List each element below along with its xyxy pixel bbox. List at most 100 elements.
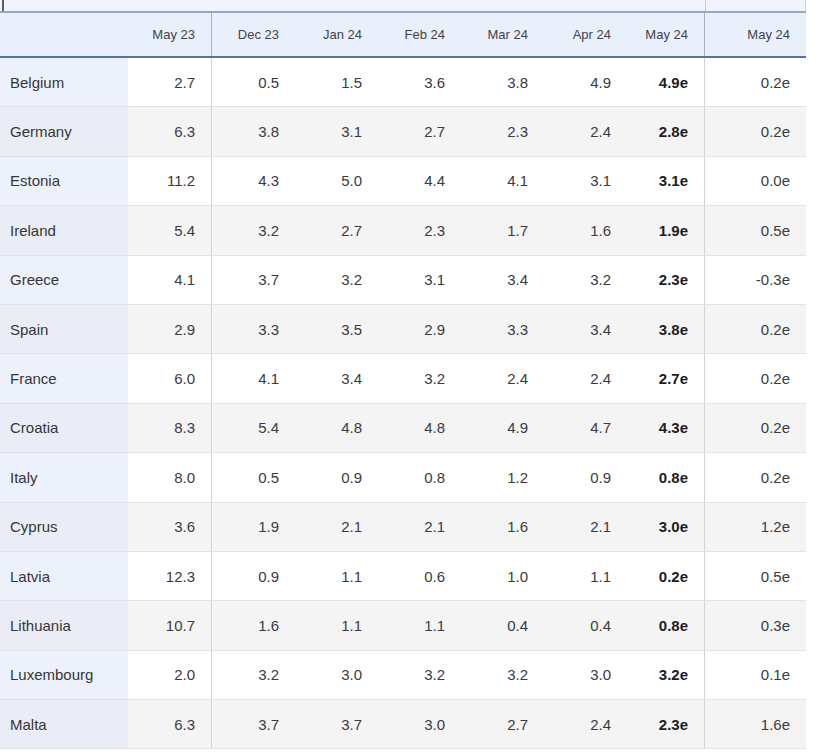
value-cell: 3.6	[378, 58, 461, 106]
column-header: Jan 24	[295, 13, 378, 56]
value-cell: 3.8	[461, 58, 544, 106]
country-name: Croatia	[0, 404, 128, 452]
country-name: Estonia	[0, 157, 128, 205]
country-name: Lithuania	[0, 601, 128, 649]
value-cell: 0.4	[461, 601, 544, 649]
value-cell: 0.5	[212, 58, 295, 106]
value-cell: -0.3e	[705, 256, 806, 304]
value-cell: 2.1	[544, 503, 627, 551]
estimate-value-cell: 2.3e	[627, 700, 705, 748]
column-header: May 24	[705, 13, 806, 56]
table-row: Greece 4.13.73.23.13.43.22.3e-0.3e	[0, 256, 806, 305]
country-name: Greece	[0, 256, 128, 304]
value-cell: 3.6	[128, 503, 212, 551]
value-cell: 1.2	[461, 453, 544, 501]
value-cell: 8.3	[128, 404, 212, 452]
value-cell: 0.2e	[705, 453, 806, 501]
value-cell: 3.2	[461, 651, 544, 699]
value-cell: 1.6	[212, 601, 295, 649]
value-cell: 0.4	[544, 601, 627, 649]
table-row: Lithuania 10.71.61.11.10.40.40.8e0.3e	[0, 601, 806, 650]
value-cell: 0.3e	[705, 601, 806, 649]
value-cell: 2.0	[128, 651, 212, 699]
value-cell: 3.4	[544, 305, 627, 353]
value-cell: 3.2	[212, 651, 295, 699]
estimate-value-cell: 2.3e	[627, 256, 705, 304]
country-name: Belgium	[0, 58, 128, 106]
estimate-value-cell: 2.7e	[627, 354, 705, 402]
value-cell: 5.0	[295, 157, 378, 205]
estimate-value-cell: 1.9e	[627, 206, 705, 254]
value-cell: 1.6	[461, 503, 544, 551]
value-cell: 3.4	[461, 256, 544, 304]
value-cell: 5.4	[128, 206, 212, 254]
value-cell: 4.1	[461, 157, 544, 205]
estimate-value-cell: 3.2e	[627, 651, 705, 699]
country-name: Latvia	[0, 552, 128, 600]
table-row: Latvia 12.30.91.10.61.01.10.2e0.5e	[0, 552, 806, 601]
value-cell: 4.1	[212, 354, 295, 402]
value-cell: 6.0	[128, 354, 212, 402]
value-cell: 1.2e	[705, 503, 806, 551]
value-cell: 3.2	[212, 206, 295, 254]
value-cell: 1.5	[295, 58, 378, 106]
value-cell: 2.1	[378, 503, 461, 551]
table-row: Cyprus 3.61.92.12.11.62.13.0e1.2e	[0, 503, 806, 552]
table-row: Malta 6.33.73.73.02.72.42.3e1.6e	[0, 700, 806, 749]
estimate-value-cell: 3.8e	[627, 305, 705, 353]
value-cell: 3.7	[295, 700, 378, 748]
value-cell: 0.9	[295, 453, 378, 501]
value-cell: 3.4	[295, 354, 378, 402]
value-cell: 2.7	[378, 107, 461, 155]
estimate-value-cell: 0.8e	[627, 601, 705, 649]
value-cell: 1.6e	[705, 700, 806, 748]
table-row: Spain 2.93.33.52.93.33.43.8e0.2e	[0, 305, 806, 354]
table-row: Estonia 11.24.35.04.44.13.13.1e0.0e	[0, 157, 806, 206]
value-cell: 0.0e	[705, 157, 806, 205]
table-row: Ireland 5.43.22.72.31.71.61.9e0.5e	[0, 206, 806, 255]
value-cell: 0.2e	[705, 305, 806, 353]
value-cell: 2.9	[128, 305, 212, 353]
value-cell: 10.7	[128, 601, 212, 649]
value-cell: 4.3	[212, 157, 295, 205]
value-cell: 0.2e	[705, 354, 806, 402]
estimate-value-cell: 4.3e	[627, 404, 705, 452]
value-cell: 2.4	[461, 354, 544, 402]
table-row: Belgium 2.70.51.53.63.84.94.9e0.2e	[0, 58, 806, 107]
value-cell: 3.3	[212, 305, 295, 353]
estimate-value-cell: 3.1e	[627, 157, 705, 205]
value-cell: 2.7	[128, 58, 212, 106]
value-cell: 1.9	[212, 503, 295, 551]
value-cell: 0.1e	[705, 651, 806, 699]
inflation-rates-table-page: May 23Dec 23Jan 24Feb 24Mar 24Apr 24May …	[0, 0, 820, 756]
column-header: Apr 24	[544, 13, 627, 56]
value-cell: 1.7	[461, 206, 544, 254]
value-cell: 3.0	[295, 651, 378, 699]
column-header: Dec 23	[212, 13, 295, 56]
value-cell: 0.2e	[705, 58, 806, 106]
value-cell: 2.3	[378, 206, 461, 254]
hicp-data-table: May 23Dec 23Jan 24Feb 24Mar 24Apr 24May …	[0, 11, 806, 749]
value-cell: 1.1	[295, 552, 378, 600]
value-cell: 11.2	[128, 157, 212, 205]
country-name: Ireland	[0, 206, 128, 254]
value-cell: 0.9	[544, 453, 627, 501]
table-right-edge-line	[805, 0, 806, 11]
value-cell: 1.0	[461, 552, 544, 600]
country-name: Malta	[0, 700, 128, 748]
table-header-row: May 23Dec 23Jan 24Feb 24Mar 24Apr 24May …	[0, 11, 806, 58]
value-cell: 3.1	[544, 157, 627, 205]
table-row: Luxembourg 2.03.23.03.23.23.03.2e0.1e	[0, 651, 806, 700]
value-cell: 2.4	[544, 354, 627, 402]
value-cell: 3.1	[295, 107, 378, 155]
value-cell: 0.5e	[705, 206, 806, 254]
value-cell: 4.8	[378, 404, 461, 452]
country-name: Luxembourg	[0, 651, 128, 699]
column-header: May 24	[627, 13, 705, 56]
value-cell: 4.9	[544, 58, 627, 106]
value-cell: 0.2e	[705, 107, 806, 155]
value-cell: 3.2	[295, 256, 378, 304]
table-row: France 6.04.13.43.22.42.42.7e0.2e	[0, 354, 806, 403]
value-cell: 1.6	[544, 206, 627, 254]
value-cell: 4.7	[544, 404, 627, 452]
